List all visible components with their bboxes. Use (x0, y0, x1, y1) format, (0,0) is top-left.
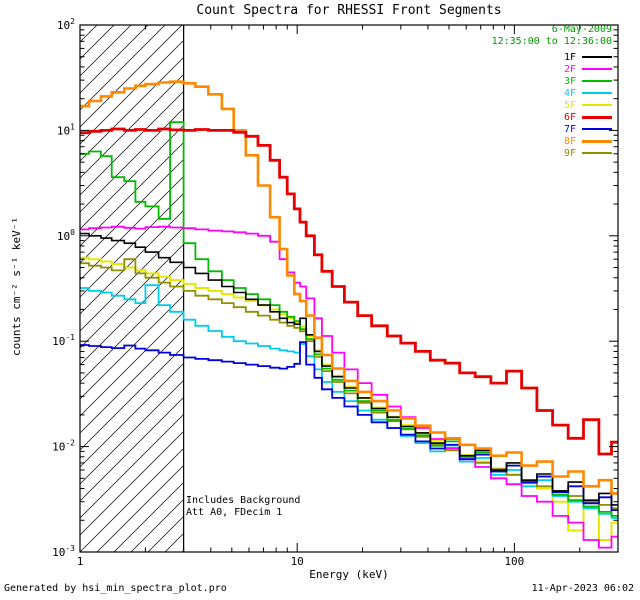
x-tick-label: 10 (291, 555, 304, 568)
legend-item-1F: 1F (564, 51, 612, 63)
legend-label: 3F (563, 75, 576, 87)
y-tick-label: 10-1 (52, 333, 75, 348)
series-6F (80, 127, 618, 456)
legend-item-9F: 9F (564, 147, 612, 159)
legend-item-7F: 7F (564, 123, 612, 135)
series-group (80, 80, 618, 549)
axis-ticks: 1 10 100 102 101 100 10-1 10-2 10-3 (52, 17, 619, 568)
legend-line-swatch (582, 128, 612, 130)
legend-item-2F: 2F (564, 63, 612, 75)
legend-line-swatch (582, 104, 612, 106)
legend-label: 6F (563, 111, 576, 123)
y-tick-label: 101 (57, 122, 75, 137)
time-range-label: 12:35:00 to 12:36:00 (491, 36, 612, 47)
legend-item-4F: 4F (564, 87, 612, 99)
observation-datetime: 6-May-2009 12:35:00 to 12:36:00 (492, 24, 612, 48)
date-label: 6-May-2009 (551, 24, 612, 35)
y-tick-label: 102 (57, 17, 75, 32)
legend-item-8F: 8F (564, 135, 612, 147)
legend-item-6F: 6F (564, 111, 612, 123)
legend-label: 8F (563, 135, 576, 147)
legend-label: 2F (563, 63, 576, 75)
series-7F (80, 341, 618, 511)
legend-line-swatch (582, 115, 612, 119)
x-tick-label: 100 (504, 555, 524, 568)
legend-line-swatch (582, 80, 612, 82)
legend-label: 7F (563, 123, 576, 135)
legend-label: 4F (563, 87, 576, 99)
generated-timestamp: 11-Apr-2023 06:02 (531, 583, 634, 594)
x-axis-label: Energy (keV) (309, 568, 389, 581)
legend-line-swatch (582, 139, 612, 143)
legend-label: 5F (563, 99, 576, 111)
background-note: Includes Background (186, 495, 301, 506)
y-tick-label: 100 (57, 228, 75, 243)
generated-by-label: Generated by hsi_min_spectra_plot.pro (4, 583, 227, 594)
y-tick-label: 10-2 (52, 439, 75, 454)
y-tick-label: 10-3 (52, 544, 75, 559)
legend-line-swatch (582, 152, 612, 154)
attenuator-note: Att A0, FDecim 1 (186, 507, 283, 518)
legend-line-swatch (582, 56, 612, 58)
hatch-region (80, 25, 184, 552)
x-tick-label: 1 (77, 555, 84, 568)
legend-line-swatch (582, 92, 612, 94)
series-3F (80, 121, 618, 517)
plot-annotations: Includes Background Att A0, FDecim 1 (186, 495, 300, 519)
legend-item-5F: 5F (564, 99, 612, 111)
plot-frame (79, 24, 619, 553)
legend-label: 1F (563, 51, 576, 63)
legend-item-3F: 3F (564, 75, 612, 87)
legend-line-swatch (582, 68, 612, 70)
series-8F (80, 80, 618, 495)
chart-title: Count Spectra for RHESSI Front Segments (196, 3, 502, 18)
legend-label: 9F (563, 147, 576, 159)
y-axis-label: counts cm⁻² s⁻¹ keV⁻¹ (10, 216, 23, 357)
series-4F (80, 284, 618, 519)
series-2F (80, 225, 618, 549)
legend: 1F 2F 3F 4F 5F 6F 7F 8F 9F (564, 51, 612, 159)
series-1F (80, 232, 618, 506)
